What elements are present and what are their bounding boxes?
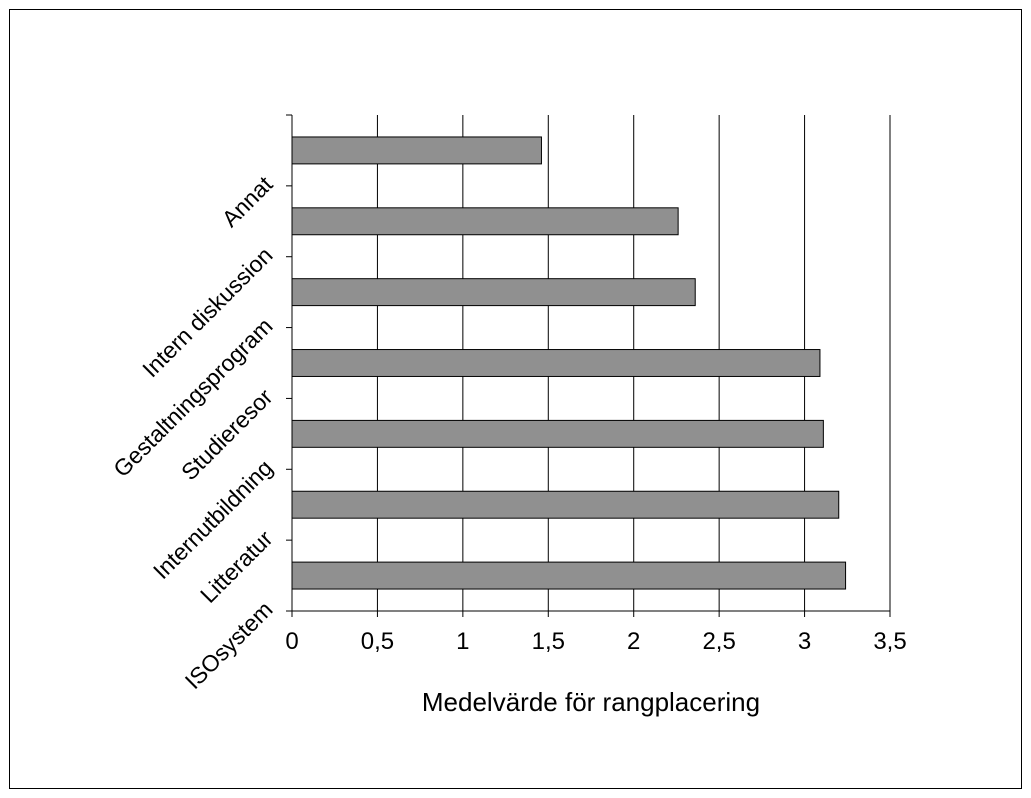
x-tick-label: 0,5 <box>361 628 394 655</box>
x-tick-label: 3 <box>798 628 811 655</box>
category-label: Intern diskussion <box>137 242 277 382</box>
axes <box>286 114 890 612</box>
category-label: Internutbildning <box>148 454 278 584</box>
x-axis-title: Medelvärde för rangplacering <box>422 687 760 717</box>
chart-frame: 0 0,5 1 1,5 2 2,5 3 3,5 Annat Intern diskussion G… <box>9 9 1022 789</box>
x-tick-label: 3,5 <box>873 628 906 655</box>
bar <box>291 349 821 377</box>
bar <box>291 561 847 590</box>
x-tick-label: 1 <box>456 628 469 655</box>
bar <box>291 490 840 519</box>
category-label: Annat <box>217 171 278 232</box>
category-label: ISOsystem <box>180 596 278 694</box>
bar <box>291 136 542 165</box>
bar <box>291 207 679 236</box>
x-tick-label: 0 <box>285 628 298 655</box>
bar <box>291 419 824 448</box>
bars <box>291 136 847 590</box>
x-tick-label: 2,5 <box>702 628 735 655</box>
x-tick-labels: 0 0,5 1 1,5 2 2,5 3 3,5 <box>285 628 906 655</box>
x-tick-label: 1,5 <box>532 628 565 655</box>
x-tick-label: 2 <box>627 628 640 655</box>
bar <box>291 278 696 307</box>
